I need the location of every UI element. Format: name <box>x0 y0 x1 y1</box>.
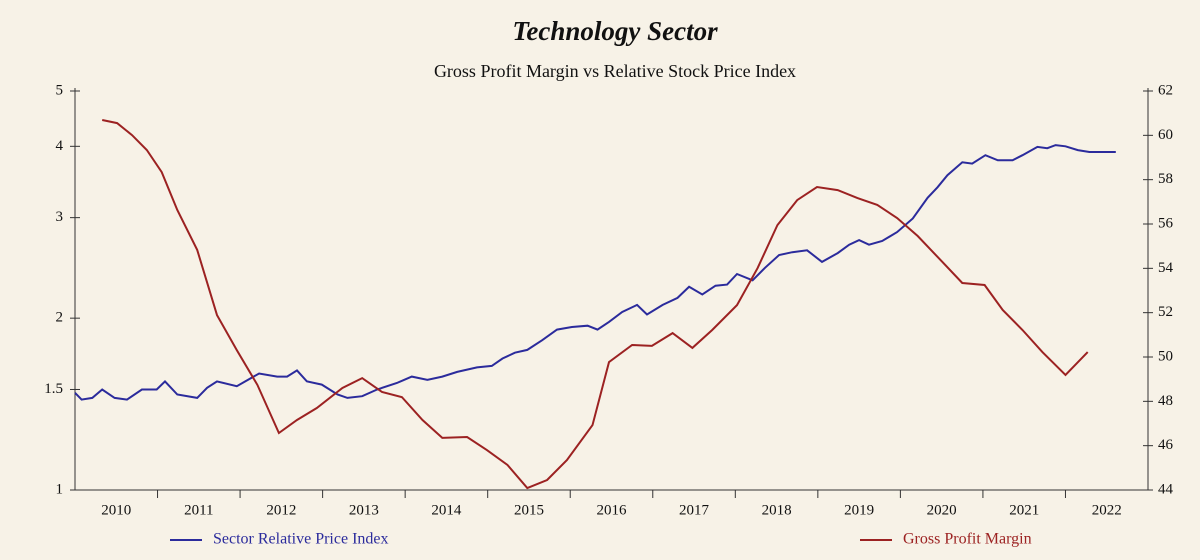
y2-tick-label: 52 <box>1158 304 1173 320</box>
legend-label: Sector Relative Price Index <box>213 531 389 548</box>
x-tick-label: 2022 <box>1092 502 1122 518</box>
x-tick-label: 2020 <box>927 502 957 518</box>
y2-tick-label: 50 <box>1158 348 1173 364</box>
y-tick-label: 3 <box>56 209 64 225</box>
legend-label: Gross Profit Margin <box>903 531 1032 548</box>
y2-tick-label: 56 <box>1158 215 1174 231</box>
y2-tick-label: 54 <box>1158 260 1174 276</box>
x-tick-label: 2010 <box>101 502 131 518</box>
y2-tick-label: 44 <box>1158 481 1174 497</box>
y2-tick-label: 46 <box>1158 437 1174 453</box>
y-tick-label: 2 <box>56 310 64 326</box>
x-tick-label: 2018 <box>762 502 792 518</box>
y-tick-label: 4 <box>56 138 64 154</box>
y-tick-label: 1.5 <box>44 381 63 397</box>
y2-tick-label: 62 <box>1158 82 1173 98</box>
x-tick-label: 2017 <box>679 502 710 518</box>
x-tick-label: 2013 <box>349 502 379 518</box>
x-tick-label: 2015 <box>514 502 544 518</box>
x-tick-label: 2011 <box>184 502 213 518</box>
chart-subtitle: Gross Profit Margin vs Relative Stock Pr… <box>434 61 796 81</box>
y-tick-label: 1 <box>56 481 64 497</box>
x-tick-label: 2019 <box>844 502 874 518</box>
chart-title: Technology Sector <box>512 16 718 46</box>
series-line <box>74 144 1116 401</box>
y2-tick-label: 58 <box>1158 171 1173 187</box>
x-tick-label: 2021 <box>1009 502 1039 518</box>
y2-tick-label: 48 <box>1158 393 1173 409</box>
x-tick-label: 2016 <box>597 502 628 518</box>
y2-tick-label: 60 <box>1158 127 1173 143</box>
x-tick-label: 2014 <box>431 502 462 518</box>
x-tick-label: 2012 <box>266 502 296 518</box>
y-tick-label: 5 <box>56 82 64 98</box>
series-line <box>101 119 1089 490</box>
